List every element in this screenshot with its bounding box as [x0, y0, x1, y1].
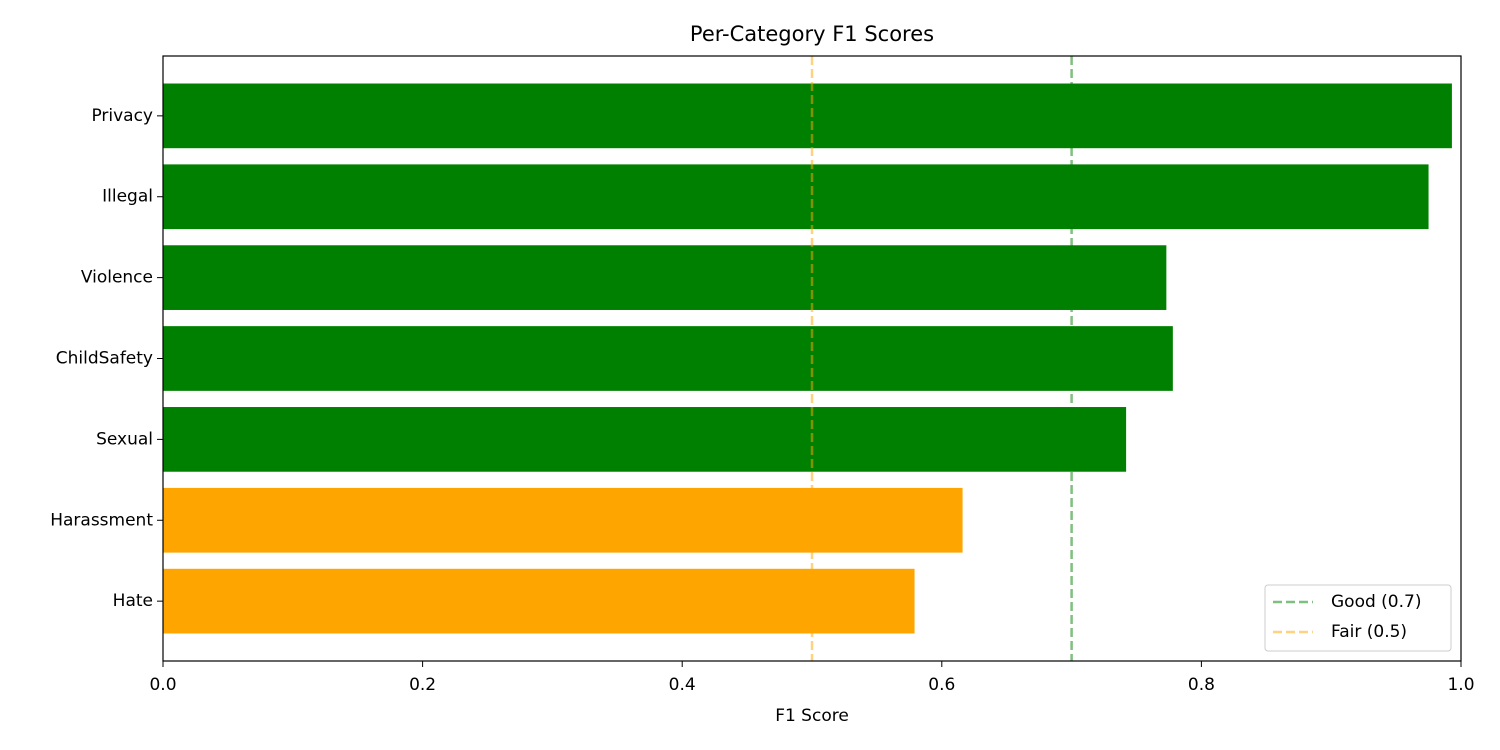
chart-title: Per-Category F1 Scores [690, 22, 934, 46]
y-tick-label: Hate [113, 591, 153, 611]
bar [163, 164, 1429, 230]
bar [163, 407, 1127, 472]
x-axis-label: F1 Score [775, 706, 849, 726]
bar [163, 245, 1167, 310]
y-tick-label: Illegal [102, 187, 153, 207]
legend-label: Fair (0.5) [1331, 622, 1407, 642]
x-tick-label: 0.6 [928, 675, 955, 695]
x-tick-label: 0.2 [409, 675, 436, 695]
x-tick-label: 0.0 [149, 675, 176, 695]
plot-frame [162, 55, 1462, 662]
y-tick-label: ChildSafety [56, 349, 153, 369]
x-tick-label: 0.8 [1188, 675, 1215, 695]
legend-box [1264, 584, 1452, 652]
y-tick-label: Sexual [96, 429, 153, 449]
x-tick-label: 0.4 [669, 675, 696, 695]
legend-label: Good (0.7) [1331, 592, 1421, 612]
y-tick-label: Harassment [50, 510, 153, 530]
bar [163, 83, 1452, 149]
bar [163, 568, 915, 634]
y-tick-label: Violence [81, 268, 153, 288]
bar [163, 326, 1173, 391]
bar [163, 487, 963, 553]
x-tick-label: 1.0 [1447, 675, 1474, 695]
y-tick-label: Privacy [91, 106, 153, 126]
